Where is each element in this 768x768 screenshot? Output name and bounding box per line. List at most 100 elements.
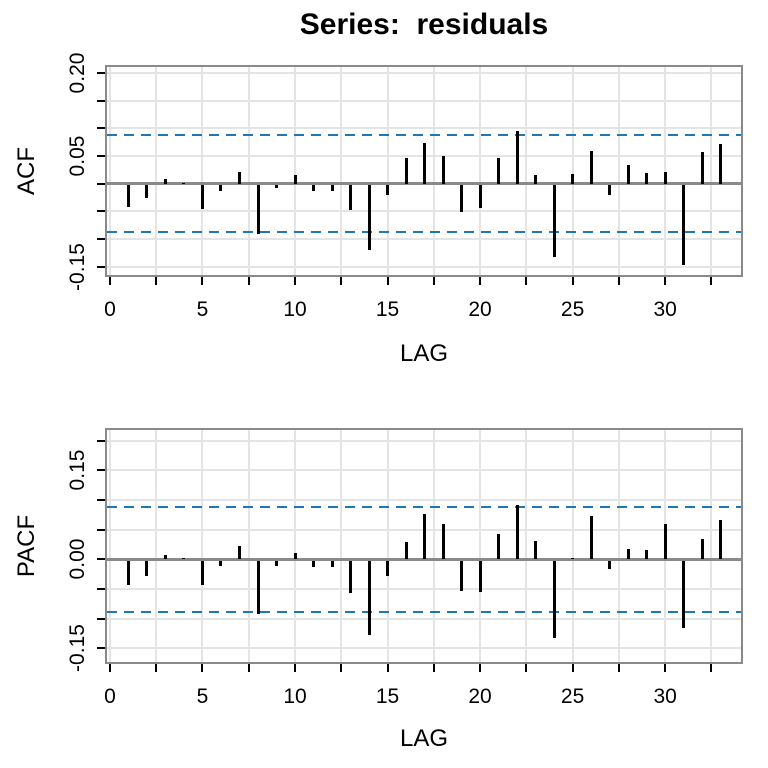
x-tick-mark [664, 664, 667, 672]
acf-bar [645, 549, 649, 560]
confidence-band-line [107, 134, 741, 137]
y-tick-mark [97, 558, 105, 561]
acf-bar [126, 185, 130, 208]
v-gridline [617, 430, 620, 662]
acf-bar [256, 560, 260, 615]
v-gridline [294, 67, 297, 275]
x-tick-label: 20 [468, 685, 492, 708]
acf-bar [608, 185, 612, 195]
h-gridline [107, 210, 741, 213]
x-tick-mark [247, 277, 250, 285]
x-tick-mark [525, 664, 528, 672]
y-tick-mark [97, 210, 105, 213]
acf-bar [163, 555, 167, 560]
y-tick-label: 0.00 [66, 538, 89, 580]
x-tick-label: 15 [375, 298, 400, 321]
acf-bar [478, 560, 482, 592]
acf-y-axis-title: ACF [13, 147, 40, 195]
acf-bar [330, 560, 334, 567]
x-tick-mark [710, 277, 713, 285]
acf-bar [552, 560, 556, 638]
x-tick-label: 15 [375, 685, 400, 708]
v-gridline [294, 430, 297, 662]
acf-bar [515, 504, 519, 560]
x-tick-mark [340, 664, 343, 672]
h-gridline [107, 647, 741, 650]
v-gridline [386, 430, 389, 662]
acf-x-axis-title: LAG [399, 340, 449, 367]
x-tick-mark [479, 277, 482, 285]
x-tick-label: 20 [468, 298, 492, 321]
y-tick-label: -0.15 [66, 242, 89, 291]
x-tick-mark [710, 664, 713, 672]
x-tick-mark [201, 277, 204, 285]
x-tick-mark [294, 664, 297, 672]
h-gridline [107, 99, 741, 102]
x-tick-mark [432, 664, 435, 672]
h-gridline [107, 588, 741, 591]
acf-bar [626, 549, 630, 560]
x-tick-mark [571, 277, 574, 285]
y-tick-mark [97, 499, 105, 501]
v-gridline [340, 67, 343, 275]
x-tick-mark [386, 664, 389, 672]
acf-bar [719, 143, 723, 184]
zero-line [107, 182, 741, 186]
confidence-band-line [107, 610, 741, 613]
x-tick-mark [525, 277, 528, 285]
x-tick-label: 5 [196, 685, 209, 708]
v-gridline [571, 67, 574, 275]
acf-bar [423, 143, 427, 184]
h-gridline [107, 127, 741, 130]
acf-bar [163, 179, 167, 184]
h-gridline [107, 265, 741, 268]
v-gridline [664, 67, 667, 275]
acf-bar [571, 557, 575, 560]
x-tick-label: 10 [283, 685, 307, 708]
x-tick-label: 5 [196, 298, 209, 321]
y-tick-mark [97, 238, 105, 241]
acf-bar [460, 185, 464, 213]
acf-bar [275, 185, 278, 188]
acf-bar [256, 185, 260, 234]
acf-bar [200, 560, 204, 586]
acf-bar [663, 172, 667, 184]
v-gridline [710, 430, 713, 662]
acf-bar [312, 185, 316, 192]
acf-bar [589, 151, 593, 184]
acf-bar [275, 560, 278, 567]
acf-bar [145, 560, 149, 577]
x-tick-mark [479, 664, 482, 672]
acf-bar [682, 560, 686, 628]
acf-bar [404, 157, 408, 184]
acf-bar [534, 540, 538, 560]
y-tick-mark [97, 469, 105, 472]
acf-bar [182, 558, 186, 560]
y-tick-mark [97, 155, 105, 158]
y-tick-mark [97, 588, 105, 591]
x-tick-label: 25 [560, 298, 585, 321]
x-tick-mark [155, 664, 158, 672]
acf-bar [349, 560, 353, 593]
v-gridline [386, 67, 389, 275]
acf-bar [719, 520, 723, 560]
x-tick-mark [108, 277, 111, 285]
v-gridline [617, 67, 620, 275]
acf-bar [534, 174, 538, 184]
y-tick-mark [97, 617, 105, 620]
y-tick-mark [97, 127, 105, 130]
acf-bar [626, 164, 630, 184]
acf-bar [441, 524, 445, 560]
chart-title: Series: residuals [299, 8, 549, 41]
pacf-x-axis-title: LAG [399, 725, 449, 752]
v-gridline [155, 430, 158, 662]
h-gridline [107, 72, 741, 75]
x-tick-mark [108, 664, 111, 672]
acf-bar [182, 182, 186, 184]
acf-bar [237, 546, 241, 560]
v-gridline [710, 67, 713, 275]
confidence-band-line [107, 231, 741, 234]
x-tick-mark [155, 277, 158, 285]
v-gridline [247, 67, 250, 275]
x-tick-label: 0 [104, 298, 116, 321]
